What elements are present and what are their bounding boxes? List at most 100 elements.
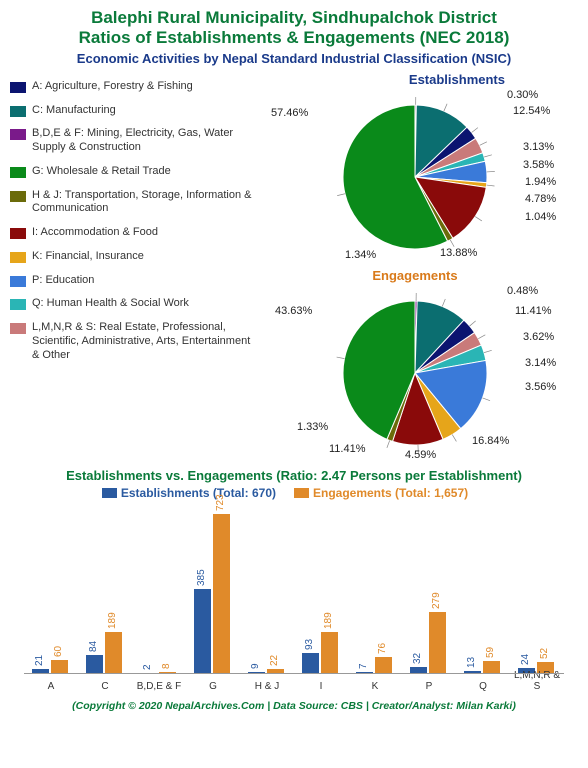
pie-label: 16.84%	[472, 435, 509, 447]
pie-label: 43.63%	[275, 305, 312, 317]
bar	[375, 657, 392, 674]
bar	[105, 632, 122, 674]
legend-label: K: Financial, Insurance	[32, 250, 144, 264]
bar-title: Establishments vs. Engagements (Ratio: 2…	[10, 468, 578, 483]
chart-container: Balephi Rural Municipality, Sindhupalcho…	[0, 0, 588, 716]
bar-legend-swatch	[102, 488, 117, 498]
pie-label: 1.34%	[345, 249, 376, 261]
bar-value: 59	[485, 646, 496, 657]
bar-x-label: H & J	[240, 681, 294, 692]
bar-value: 189	[107, 612, 118, 629]
bar	[194, 589, 211, 674]
legend-swatch	[10, 228, 26, 239]
pie-engagements: 3.62%11.41%0.48%43.63%1.33%11.41%4.59%16…	[255, 285, 575, 460]
bar-x-label: K	[348, 681, 402, 692]
legend-label: H & J: Transportation, Storage, Informat…	[32, 189, 255, 217]
bar-area: 2160A84189C28B,D,E & F385723G922H & J931…	[24, 506, 564, 674]
bar-x-label: I	[294, 681, 348, 692]
legend-swatch	[10, 106, 26, 117]
pie-label: 3.62%	[523, 331, 554, 343]
legend-label: G: Wholesale & Retail Trade	[32, 165, 171, 179]
pie-label: 4.78%	[525, 193, 556, 205]
bar-value: 7	[358, 664, 369, 670]
pie-label: 1.33%	[297, 421, 328, 433]
pie-establishments: 3.13%12.54%0.30%57.46%1.34%13.88%1.04%4.…	[255, 89, 575, 264]
bar-value: 2	[142, 665, 153, 671]
legend-item: H & J: Transportation, Storage, Informat…	[10, 189, 255, 217]
legend-label: A: Agriculture, Forestry & Fishing	[32, 80, 193, 94]
legend-item: I: Accommodation & Food	[10, 226, 255, 240]
bar-value: 189	[323, 612, 334, 629]
pie-label: 3.13%	[523, 141, 554, 153]
bar-value: 13	[466, 657, 477, 668]
legend-item: L,M,N,R & S: Real Estate, Professional, …	[10, 321, 255, 362]
bar	[302, 653, 319, 674]
pie-label: 3.56%	[525, 381, 556, 393]
legend-item: A: Agriculture, Forestry & Fishing	[10, 80, 255, 94]
legend-item: K: Financial, Insurance	[10, 250, 255, 264]
legend-swatch	[10, 82, 26, 93]
bar-baseline	[24, 673, 564, 674]
pie-label: 11.41%	[515, 305, 552, 317]
bar-x-label: Q	[456, 681, 510, 692]
bar-value: 279	[431, 592, 442, 609]
legend-item: B,D,E & F: Mining, Electricity, Gas, Wat…	[10, 127, 255, 155]
legend-label: P: Education	[32, 274, 94, 288]
pie-label: 3.14%	[525, 357, 556, 369]
bar-legend-swatch	[294, 488, 309, 498]
bar-legend-label: Establishments (Total: 670)	[121, 486, 276, 500]
bar-value: 9	[250, 663, 261, 669]
bar-legend-label: Engagements (Total: 1,657)	[313, 486, 468, 500]
legend-swatch	[10, 129, 26, 140]
bar-legend: Establishments (Total: 670) Engagements (…	[10, 485, 578, 500]
top-section: A: Agriculture, Forestry & Fishing C: Man…	[10, 72, 578, 460]
pies-column: Establishments 3.13%12.54%0.30%57.46%1.3…	[255, 72, 575, 460]
pie-label: 0.48%	[507, 285, 538, 297]
legend-label: I: Accommodation & Food	[32, 226, 158, 240]
bar-x-label: P	[402, 681, 456, 692]
pie-label: 1.04%	[525, 211, 556, 223]
footer: (Copyright © 2020 NepalArchives.Com | Da…	[10, 700, 578, 712]
title-line1: Balephi Rural Municipality, Sindhupalcho…	[10, 8, 578, 28]
legend-swatch	[10, 252, 26, 263]
pie-label: 3.58%	[523, 159, 554, 171]
bar	[213, 514, 230, 674]
title-line2: Ratios of Establishments & Engagements (…	[10, 28, 578, 48]
pie-label: 0.30%	[507, 89, 538, 101]
bar-value: 52	[539, 648, 550, 659]
bar-value: 8	[161, 663, 172, 669]
pie-label: 11.41%	[329, 443, 366, 455]
legend: A: Agriculture, Forestry & Fishing C: Man…	[10, 72, 255, 460]
legend-item: C: Manufacturing	[10, 104, 255, 118]
bar	[429, 612, 446, 674]
legend-label: B,D,E & F: Mining, Electricity, Gas, Wat…	[32, 127, 255, 155]
legend-swatch	[10, 299, 26, 310]
pie-title-establishments: Establishments	[255, 72, 575, 87]
legend-item: Q: Human Health & Social Work	[10, 297, 255, 311]
pie-title-engagements: Engagements	[255, 268, 575, 283]
bar-value: 60	[53, 646, 64, 657]
pie-label: 12.54%	[513, 105, 550, 117]
legend-label: C: Manufacturing	[32, 104, 116, 118]
title-block: Balephi Rural Municipality, Sindhupalcho…	[10, 8, 578, 49]
legend-swatch	[10, 323, 26, 334]
pie-label: 13.88%	[440, 247, 477, 259]
bar-x-label: G	[186, 681, 240, 692]
legend-item: G: Wholesale & Retail Trade	[10, 165, 255, 179]
bar-value: 385	[196, 569, 207, 586]
bar-chart: 2160A84189C28B,D,E & F385723G922H & J931…	[14, 506, 574, 696]
bar-value: 723	[215, 494, 226, 511]
legend-swatch	[10, 167, 26, 178]
bar-value: 93	[304, 639, 315, 650]
legend-swatch	[10, 276, 26, 287]
legend-item: P: Education	[10, 274, 255, 288]
legend-label: Q: Human Health & Social Work	[32, 297, 189, 311]
subtitle: Economic Activities by Nepal Standard In…	[10, 51, 578, 66]
bar	[321, 632, 338, 674]
bar	[86, 655, 103, 674]
bar-value: 24	[520, 654, 531, 665]
bar-value: 76	[377, 643, 388, 654]
bar-x-label: C	[78, 681, 132, 692]
bar-value: 22	[269, 655, 280, 666]
bar-value: 84	[88, 641, 99, 652]
